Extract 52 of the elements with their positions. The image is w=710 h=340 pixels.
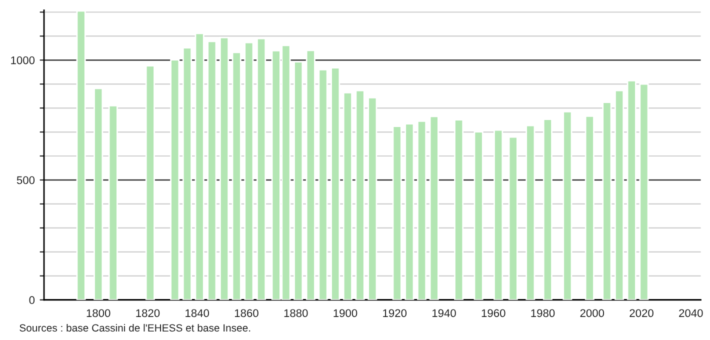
- x-tick-label: 1880: [284, 309, 308, 318]
- bar: [170, 59, 180, 300]
- bar: [639, 83, 649, 300]
- bar: [232, 52, 242, 300]
- bar: [454, 119, 464, 300]
- bar: [584, 115, 594, 300]
- bar: [614, 90, 624, 300]
- bar: [207, 40, 217, 300]
- bar: [219, 36, 230, 300]
- bar: [404, 123, 414, 300]
- bar: [429, 116, 439, 300]
- x-tick-label: 1840: [186, 309, 210, 318]
- x-tick-label: 2000: [580, 309, 604, 318]
- x-tick-label: 1980: [531, 309, 555, 318]
- bar: [626, 80, 636, 300]
- bar: [244, 42, 254, 300]
- bar: [562, 110, 572, 300]
- bar: [108, 104, 118, 300]
- x-tick-label: 1860: [234, 309, 258, 318]
- x-tick-label: 1960: [482, 309, 506, 318]
- bar: [294, 61, 304, 300]
- bar: [494, 129, 504, 300]
- bar: [94, 88, 104, 300]
- bar: [256, 38, 266, 300]
- x-tick-label: 1900: [334, 309, 358, 318]
- bar: [355, 90, 365, 300]
- bar: [508, 136, 518, 300]
- y-tick-label: 0: [29, 296, 35, 304]
- y-tick-label: 500: [16, 176, 35, 184]
- bar: [76, 10, 86, 300]
- bar: [306, 50, 316, 300]
- x-tick-label: 1820: [136, 309, 160, 318]
- source-note: Sources : base Cassini de l'EHESS et base Insee.: [20, 324, 250, 332]
- bar: [182, 47, 192, 300]
- bar: [368, 97, 378, 300]
- bar: [417, 120, 427, 300]
- bar: [194, 32, 204, 300]
- bar: [330, 67, 340, 300]
- x-tick-label: 1940: [432, 309, 456, 318]
- bar: [542, 118, 552, 300]
- bar: [602, 102, 612, 300]
- x-tick-label: 2040: [679, 309, 703, 318]
- x-tick-label: 2020: [630, 309, 654, 318]
- y-tick-label: 1000: [11, 56, 35, 64]
- bar: [342, 92, 352, 300]
- bar: [526, 124, 536, 300]
- bar: [318, 68, 328, 300]
- bar: [392, 126, 402, 300]
- bar: [474, 131, 484, 300]
- x-tick-label: 1800: [86, 309, 110, 318]
- x-tick-label: 1920: [383, 309, 407, 318]
- bar: [145, 65, 155, 300]
